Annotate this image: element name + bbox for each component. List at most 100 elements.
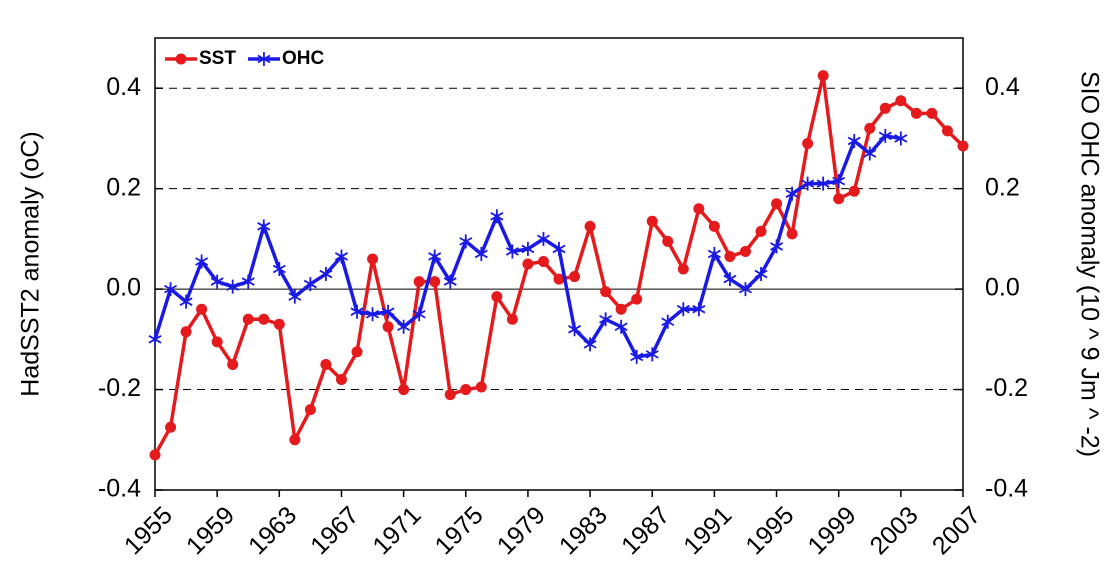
- point-marker: [241, 274, 255, 289]
- x-tick-label: 2007: [927, 501, 986, 560]
- point-marker: [272, 262, 286, 277]
- y-tick-label: 0.4: [106, 73, 141, 101]
- point-marker: [645, 347, 659, 362]
- point-marker: [351, 346, 363, 358]
- point-marker: [257, 219, 271, 234]
- point-marker: [149, 449, 161, 461]
- x-tick-label: 1983: [554, 501, 613, 560]
- point-marker: [770, 239, 784, 254]
- legend-label: OHC: [282, 48, 325, 69]
- point-marker: [288, 289, 302, 304]
- point-marker: [583, 337, 597, 352]
- point-marker: [739, 245, 751, 257]
- point-marker: [304, 404, 316, 416]
- point-marker: [568, 322, 582, 337]
- point-marker: [771, 198, 783, 210]
- point-marker: [879, 102, 891, 114]
- point-marker: [506, 313, 518, 325]
- y-tick-label: -0.2: [98, 374, 141, 402]
- point-marker: [505, 244, 519, 259]
- point-marker: [802, 137, 814, 149]
- point-marker: [692, 302, 706, 317]
- point-marker: [910, 107, 922, 119]
- y-tick-label: -0.4: [98, 475, 141, 503]
- point-marker: [211, 336, 223, 348]
- point-marker: [801, 176, 815, 191]
- point-marker: [724, 250, 736, 262]
- x-tick-label: 2003: [865, 501, 924, 560]
- y-axis-title: HadSST2 anomaly (oC): [17, 131, 45, 396]
- point-marker: [941, 125, 953, 137]
- point-marker: [677, 263, 689, 275]
- point-marker: [367, 253, 379, 265]
- point-marker: [227, 358, 239, 370]
- point-marker: [366, 307, 380, 322]
- y2-tick-label: -0.4: [985, 475, 1028, 503]
- point-marker: [863, 146, 877, 161]
- point-marker: [242, 313, 254, 325]
- point-marker: [381, 304, 395, 319]
- point-marker: [537, 255, 549, 267]
- point-marker: [460, 384, 472, 396]
- point-marker: [600, 286, 612, 298]
- point-marker: [614, 319, 628, 334]
- point-marker: [148, 332, 162, 347]
- point-marker: [196, 303, 208, 315]
- point-marker: [164, 282, 178, 297]
- point-marker: [676, 302, 690, 317]
- point-marker: [334, 249, 348, 264]
- point-marker: [615, 303, 627, 315]
- y2-axis-title: SIO OHC anomaly (10 ^ 9 Jm ^ -2): [1075, 71, 1103, 457]
- point-marker: [258, 313, 270, 325]
- point-marker: [817, 70, 829, 82]
- point-marker: [895, 95, 907, 107]
- point-marker: [878, 128, 892, 143]
- point-marker: [661, 314, 675, 329]
- point-marker: [707, 246, 721, 261]
- point-marker: [398, 384, 410, 396]
- point-marker: [848, 185, 860, 197]
- point-marker: [303, 277, 317, 292]
- point-marker: [754, 267, 768, 282]
- point-marker: [552, 241, 566, 256]
- point-marker: [475, 381, 487, 393]
- point-marker: [926, 107, 938, 119]
- y-tick-label: 0.0: [106, 274, 141, 302]
- x-tick-label: 1963: [243, 501, 302, 560]
- legend-label: SST: [199, 48, 236, 69]
- point-marker: [382, 321, 394, 333]
- point-marker: [428, 249, 442, 264]
- point-marker: [723, 272, 737, 287]
- point-marker: [864, 122, 876, 134]
- x-tick-label: 1967: [305, 501, 364, 560]
- x-tick-label: 1959: [181, 501, 240, 560]
- point-marker: [474, 246, 488, 261]
- point-marker: [957, 140, 969, 152]
- x-tick-label: 1999: [802, 501, 861, 560]
- point-marker: [786, 228, 798, 240]
- point-marker: [335, 374, 347, 386]
- point-marker: [412, 307, 426, 322]
- legend-marker: [175, 53, 187, 65]
- plot-frame: [154, 37, 964, 491]
- point-marker: [536, 231, 550, 246]
- point-marker: [833, 193, 845, 205]
- point-marker: [443, 274, 457, 289]
- y-tick-label: 0.2: [106, 173, 141, 201]
- point-marker: [429, 276, 441, 288]
- point-marker: [755, 225, 767, 237]
- point-marker: [289, 434, 301, 446]
- point-marker: [816, 176, 830, 191]
- y2-tick-label: 0.0: [985, 274, 1020, 302]
- point-marker: [210, 274, 224, 289]
- point-marker: [738, 282, 752, 297]
- point-marker: [397, 319, 411, 334]
- point-marker: [350, 304, 364, 319]
- y2-tick-label: 0.4: [985, 73, 1020, 101]
- point-marker: [693, 203, 705, 215]
- point-marker: [490, 209, 504, 224]
- x-tick-label: 1979: [492, 501, 551, 560]
- point-marker: [832, 174, 846, 189]
- point-marker: [491, 291, 503, 303]
